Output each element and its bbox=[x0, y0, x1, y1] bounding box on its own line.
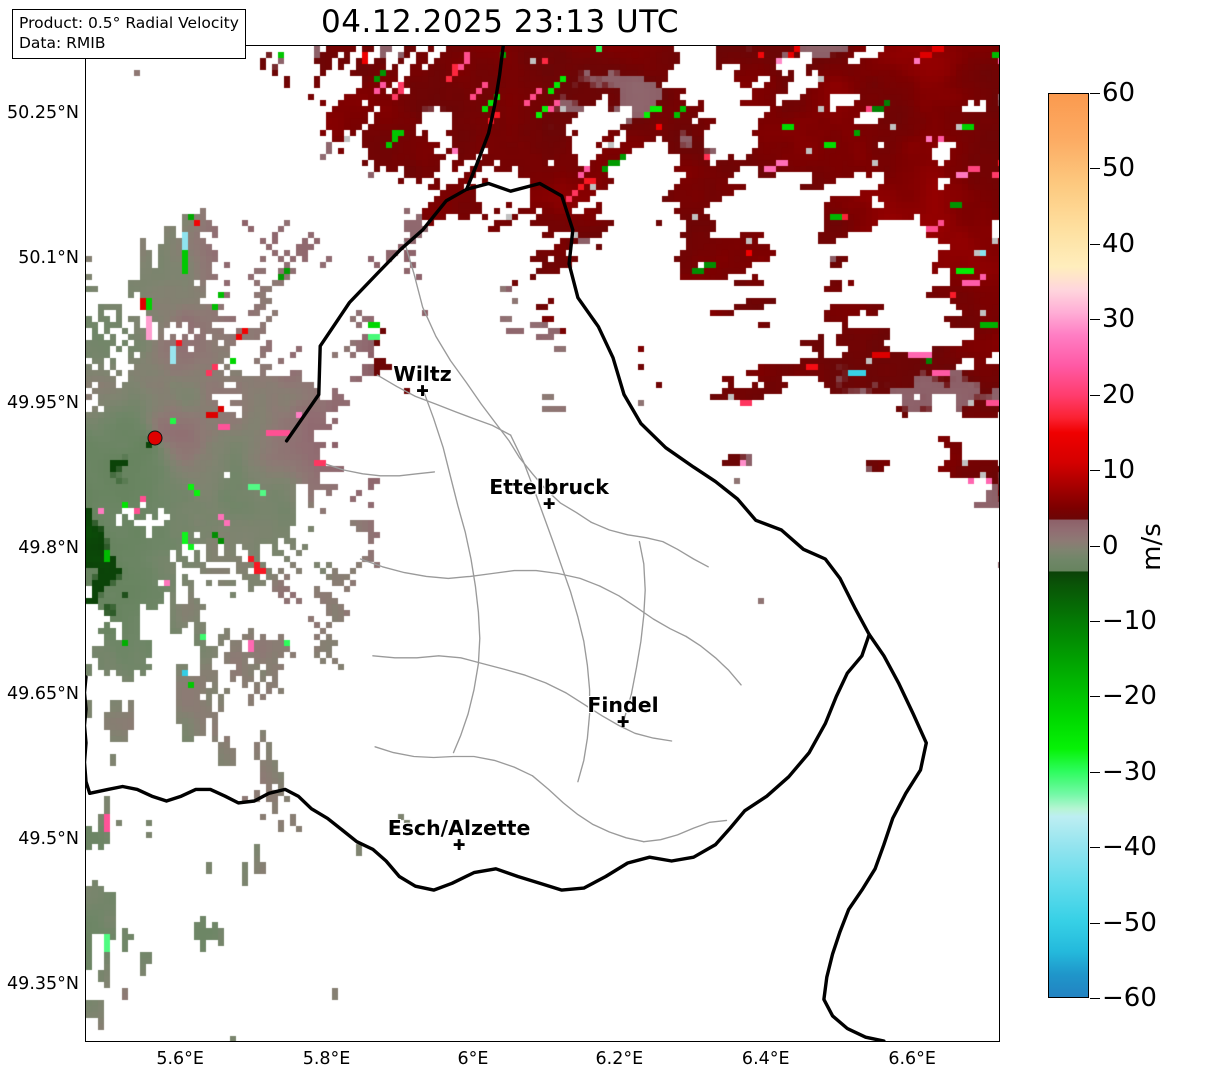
plot-clip bbox=[86, 46, 999, 1041]
colorbar-tick bbox=[1090, 545, 1100, 547]
colorbar-tick-label: −20 bbox=[1102, 681, 1157, 712]
x-axis-tick-label: 6.4°E bbox=[741, 1049, 790, 1069]
y-axis-tick-label: 49.5°N bbox=[18, 828, 79, 849]
internal-boundary-line bbox=[531, 775, 645, 843]
internal-boundary-line bbox=[325, 463, 436, 477]
internal-boundary-line bbox=[599, 585, 687, 638]
colorbar-tick-label: 40 bbox=[1102, 228, 1136, 259]
colorbar-tick bbox=[1090, 319, 1100, 321]
page-title: 04.12.2025 23:13 UTC bbox=[321, 4, 679, 40]
colorbar-tick-label: 20 bbox=[1102, 379, 1136, 410]
y-axis-tick-label: 49.65°N bbox=[7, 683, 79, 704]
internal-boundary-line bbox=[376, 374, 512, 436]
colorbar-tick-label: −30 bbox=[1102, 756, 1157, 787]
colorbar-tick-label: 50 bbox=[1102, 153, 1136, 184]
internal-boundary-line bbox=[643, 819, 728, 843]
colorbar-tick-label: −50 bbox=[1102, 907, 1157, 938]
x-axis-tick-label: 6.2°E bbox=[595, 1049, 644, 1069]
colorbar-tick bbox=[1090, 771, 1100, 773]
x-axis-tick-label: 5.8°E bbox=[302, 1049, 351, 1069]
radar-velocity-field bbox=[86, 46, 999, 1041]
national-border-line bbox=[464, 46, 505, 191]
x-axis-tick-label: 6.6°E bbox=[888, 1049, 936, 1069]
colorbar-tick-label: −40 bbox=[1102, 832, 1157, 863]
product-label: Product: 0.5° Radial Velocity bbox=[19, 14, 239, 32]
x-axis-tick-label: 6°E bbox=[457, 1049, 489, 1069]
map-borders-overlay bbox=[86, 46, 928, 1041]
national-border-line bbox=[822, 632, 928, 1041]
colorbar-tick bbox=[1090, 243, 1100, 245]
internal-boundary-line bbox=[564, 691, 673, 742]
internal-boundary-line bbox=[422, 388, 481, 754]
national-border-line bbox=[86, 675, 92, 795]
internal-boundary-line bbox=[685, 635, 742, 686]
internal-boundary-line bbox=[359, 558, 601, 587]
colorbar-tick bbox=[1090, 168, 1100, 170]
y-axis-tick-label: 50.25°N bbox=[7, 102, 79, 123]
colorbar-tick bbox=[1090, 470, 1100, 472]
colorbar-tick bbox=[1090, 922, 1100, 924]
map-plot-area bbox=[85, 45, 1000, 1042]
data-source-label: Data: RMIB bbox=[19, 34, 106, 53]
colorbar-tick bbox=[1090, 93, 1100, 94]
colorbar-tick bbox=[1090, 620, 1100, 622]
colorbar-tick-label: −60 bbox=[1102, 983, 1157, 1013]
internal-boundary-line bbox=[509, 434, 591, 783]
colorbar-tick-label: 60 bbox=[1102, 78, 1136, 108]
y-axis-tick-label: 49.35°N bbox=[7, 973, 79, 994]
colorbar-tick bbox=[1090, 998, 1100, 999]
colorbar-tick-label: 30 bbox=[1102, 304, 1136, 335]
colorbar bbox=[1048, 93, 1089, 998]
y-axis-tick-label: 50.1°N bbox=[18, 247, 79, 268]
internal-boundary-line bbox=[590, 521, 709, 568]
internal-boundary-line bbox=[403, 240, 592, 523]
x-axis-tick-label: 5.6°E bbox=[156, 1049, 204, 1069]
colorbar-tick bbox=[1090, 394, 1100, 396]
colorbar-tick-label: 10 bbox=[1102, 455, 1136, 486]
product-info-box: Product: 0.5° Radial Velocity Data: RMIB bbox=[12, 9, 246, 59]
colorbar-tick-label: −10 bbox=[1102, 605, 1157, 636]
colorbar-tick bbox=[1090, 847, 1100, 849]
radar-site-marker bbox=[147, 430, 163, 446]
internal-boundary-line bbox=[372, 655, 567, 694]
y-axis-tick-label: 49.8°N bbox=[18, 538, 79, 559]
colorbar-tick-label: 0 bbox=[1102, 530, 1119, 561]
national-border-line bbox=[88, 181, 871, 892]
internal-boundary-line bbox=[374, 746, 534, 777]
colorbar-unit-label: m/s bbox=[1137, 523, 1167, 571]
internal-boundary-line bbox=[623, 540, 646, 721]
colorbar-tick bbox=[1090, 696, 1100, 698]
y-axis-tick-label: 49.95°N bbox=[7, 393, 79, 414]
